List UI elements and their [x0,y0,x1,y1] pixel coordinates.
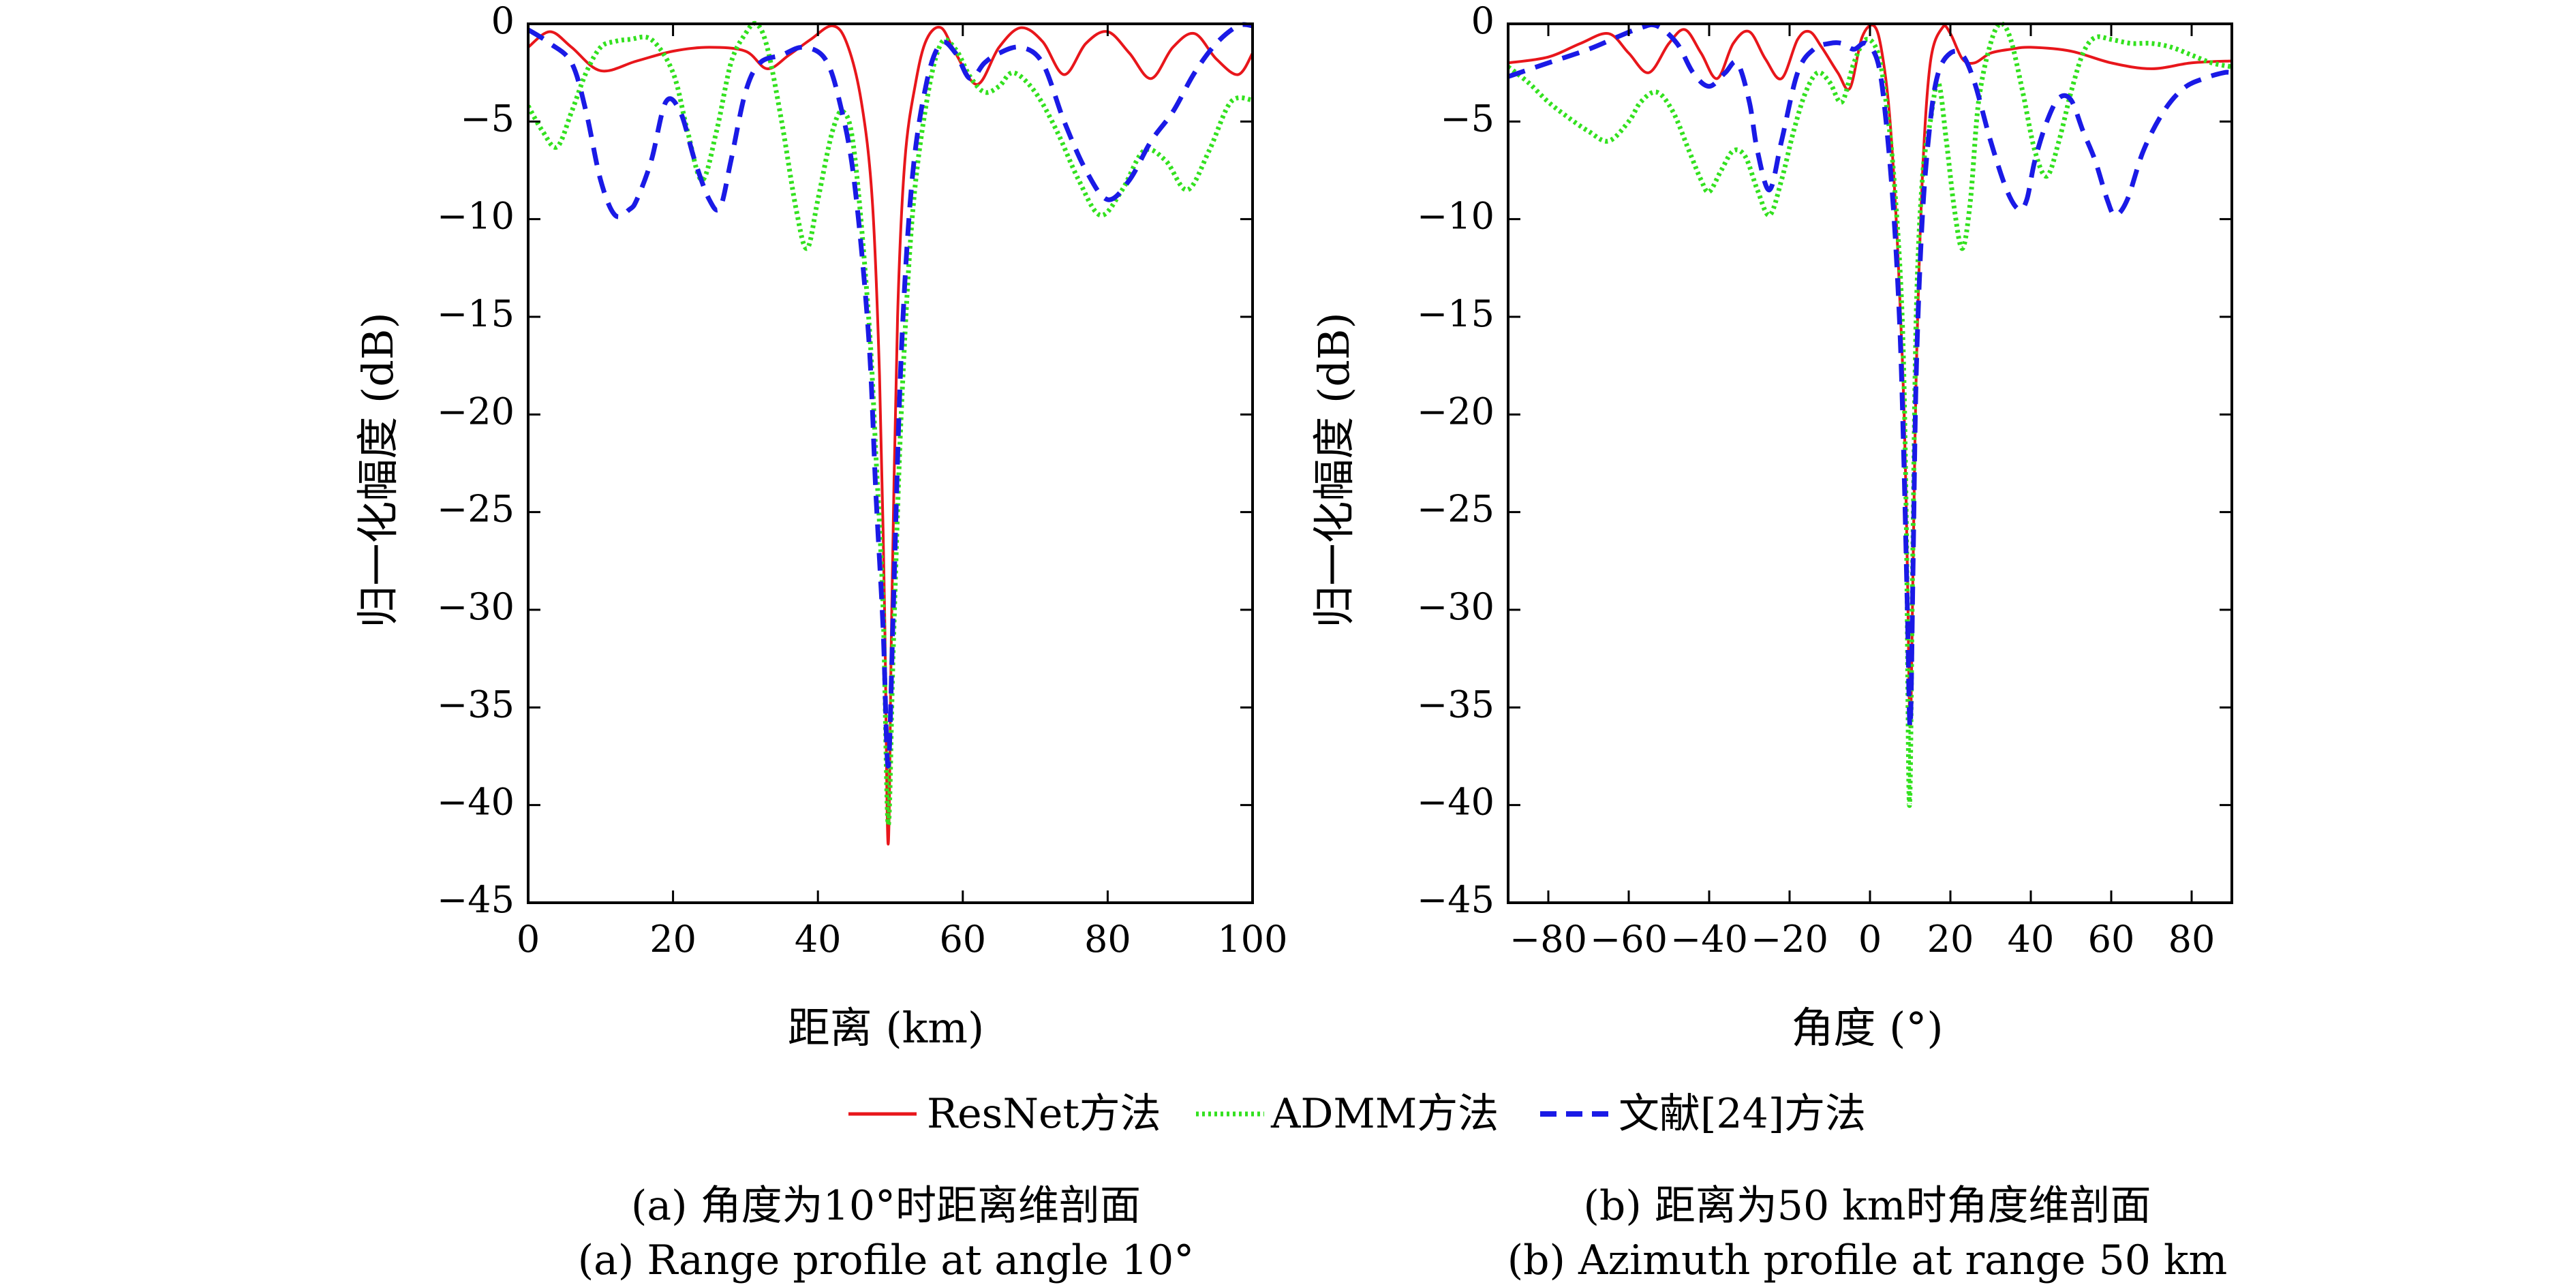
series-group [1508,24,2232,805]
x-tick-label: 40 [2008,918,2055,961]
figure: 0−5−10−15−20−25−30−35−40−450 20 40 60 80 100 … [0,0,2576,1287]
y-tick-label: −10 [1417,195,1494,238]
x-tick-label: 80 [1084,918,1131,961]
caption-b-chinese: (b) 距离为50 km时角度维剖面 [1584,1182,2151,1230]
y-tick-label: −20 [437,390,515,433]
x-tick-label: 20 [649,918,696,961]
x-axis-label-a: 距离 (km) [788,1003,984,1053]
x-tick-label: 0 [517,918,540,961]
x-tick-label: −40 [1670,918,1748,961]
y-tick-label: 0 [1471,0,1494,42]
y-tick-label: −45 [437,878,515,921]
legend-label-resnet: ResNet方法 [927,1090,1161,1138]
series-group [528,23,1253,844]
y-tick-label: −15 [1417,292,1494,335]
legend-label-ref24: 文献[24]方法 [1619,1090,1866,1138]
y-tick-label: −30 [437,585,515,628]
y-tick-label: −5 [460,97,515,140]
y-axis-label-b: 归一化幅度 (dB) [1309,312,1359,627]
series-line-ref24 [528,25,1253,766]
x-tick-label: −60 [1590,918,1668,961]
x-axis-label-b: 角度 (°) [1791,1003,1943,1053]
caption-a-english: (a) Range profile at angle 10° [578,1237,1195,1284]
y-axis-label-a: 归一化幅度 (dB) [353,312,403,627]
y-tick-label: −40 [1417,781,1494,824]
x-tick-label: 60 [939,918,986,961]
y-tick-label: −25 [437,488,515,531]
series-line-admm [1508,24,2232,805]
x-tick-label: 80 [2168,918,2215,961]
y-tick-label: −25 [1417,488,1494,531]
y-tick-label: −5 [1440,97,1494,140]
y-tick-label: −15 [437,292,515,335]
y-tick-label: −30 [1417,585,1494,628]
y-tick-label: −20 [1417,390,1494,433]
x-tick-label: 40 [795,918,842,961]
y-tick-label: −45 [1417,878,1494,921]
x-tick-label: −80 [1509,918,1587,961]
plot-frame [1508,24,2232,903]
x-tick-label: 100 [1217,918,1287,961]
legend: ResNet方法 ADMM方法 文献[24]方法 [848,1090,1866,1138]
x-tick-label: 60 [2088,918,2135,961]
x-tick-label: 20 [1927,918,1974,961]
legend-label-admm: ADMM方法 [1270,1090,1499,1138]
y-tick-label: −10 [437,195,515,238]
chart-panel-range-profile: 0−5−10−15−20−25−30−35−40−450 20 40 60 80 100 [437,0,1288,961]
caption-b-english: (b) Azimuth profile at range 50 km [1507,1237,2228,1284]
series-line-ref24 [1508,25,2232,727]
y-tick-label: −35 [437,683,515,726]
y-tick-label: 0 [491,0,515,42]
chart-panel-azimuth-profile: 0−5−10−15−20−25−30−35−40−45−80 −60 −40 −20 0… [1417,0,2232,961]
y-tick-label: −35 [1417,683,1494,726]
y-tick-label: −40 [437,781,515,824]
x-tick-label: −20 [1751,918,1828,961]
x-tick-label: 0 [1858,918,1882,961]
series-line-resnet [1508,25,2232,727]
caption-a-chinese: (a) 角度为10°时距离维剖面 [631,1182,1141,1230]
